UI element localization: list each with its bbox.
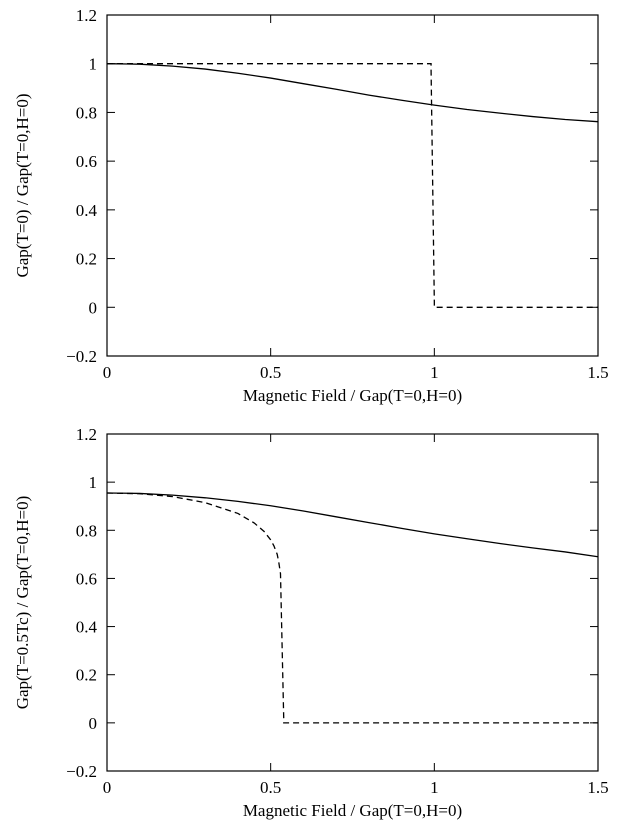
y-tick-label: 0.8 [76,103,97,122]
y-tick-label: 0.6 [76,569,97,588]
x-tick-label: 0.5 [260,363,281,382]
x-tick-label: 1 [430,778,439,797]
y-tick-label: 0.4 [76,618,98,637]
y-tick-label: 0.2 [76,250,97,269]
series-line-solid [106,63,599,123]
chart-panel-2: 0 0.5 1 1.5 −0.2 0 0.2 0.4 0.6 0.8 1 1.2 Magnetic Fi… [13,425,609,820]
y-tick-label: 0.2 [76,666,97,685]
y-tick-label: 1 [89,473,98,492]
y-axis-title: Gap(T=0) / Gap(T=0,H=0) [13,93,32,277]
y-axis-title: Gap(T=0.5Tc) / Gap(T=0,H=0) [13,496,32,710]
y-tick-label: 0.8 [76,521,97,540]
x-tick-label: 1.5 [587,363,608,382]
plot-frame [106,433,599,772]
y-tick-label: 1.2 [76,6,97,25]
y-tick-label: 1 [89,55,98,74]
series-line-solid [106,492,599,558]
series-line-dashed [107,63,598,308]
x-tick-label: 0 [103,778,112,797]
y-tick-label: 0.6 [76,152,97,171]
y-tick-label: 0 [89,298,98,317]
x-tick-label: 0 [103,363,112,382]
series-line-dashed [106,492,598,724]
chart-panel-1: 0 0.5 1 1.5 −0.2 0 0.2 0.4 0.6 0.8 1 1.2 Magnetic Fi… [13,6,609,405]
y-tick-label: 1.2 [76,425,97,444]
x-tick-label: 1 [430,363,439,382]
x-axis-title: Magnetic Field / Gap(T=0,H=0) [243,386,462,405]
y-tick-label: 0 [89,714,98,733]
x-tick-label: 0.5 [260,778,281,797]
y-tick-label: −0.2 [66,347,97,366]
x-tick-label: 1.5 [587,778,608,797]
y-tick-label: 0.4 [76,201,98,220]
plot-frame [106,14,599,357]
y-tick-label: −0.2 [66,762,97,781]
x-axis-title: Magnetic Field / Gap(T=0,H=0) [243,801,462,820]
